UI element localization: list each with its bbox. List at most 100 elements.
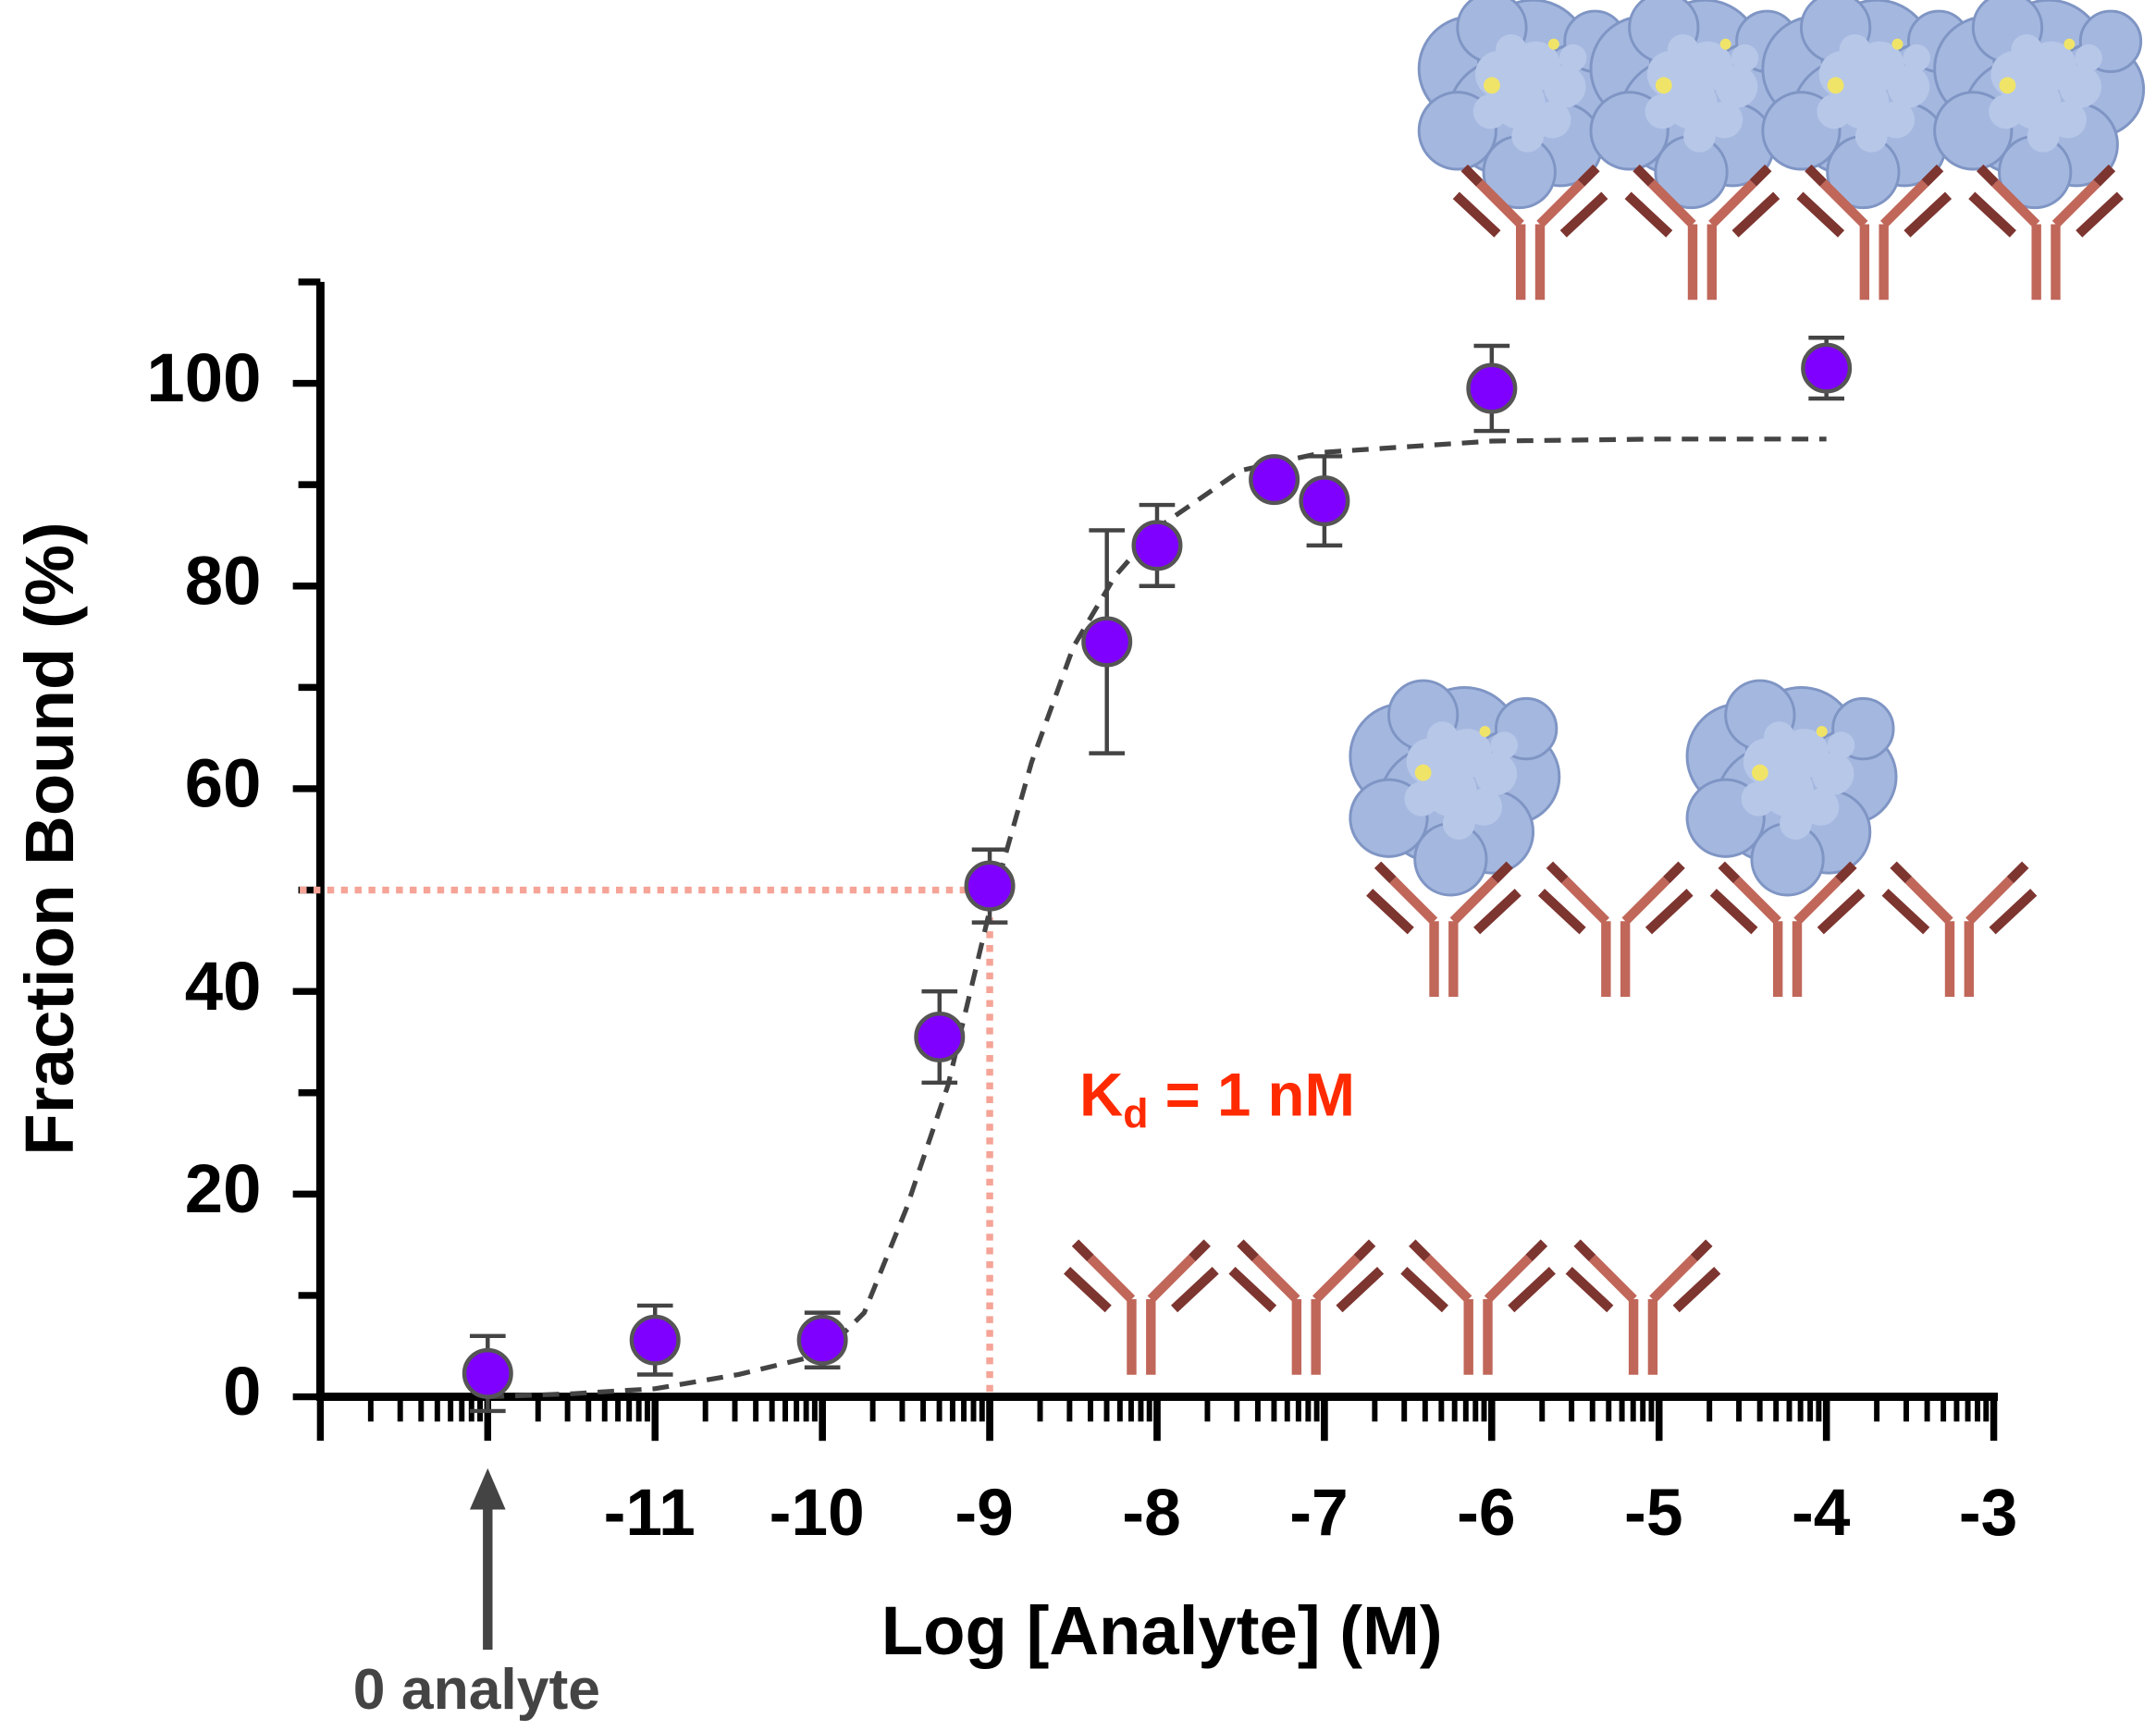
- antibody-arm-tip: [1573, 1239, 1596, 1262]
- antibody-light-chain: [1171, 1267, 1219, 1313]
- fit-curve: [487, 436, 1827, 1400]
- zero-label: 0 analyte: [353, 1657, 600, 1722]
- protein-texture: [1442, 807, 1475, 841]
- data-point: [1081, 616, 1133, 668]
- antibody-arm-tip: [1977, 164, 1999, 187]
- protein-texture: [1903, 43, 1931, 72]
- protein-texture: [1474, 753, 1518, 795]
- protein-texture: [1731, 43, 1759, 72]
- antibody-light-chain: [1473, 889, 1522, 935]
- protein-texture: [1839, 33, 1871, 66]
- protein-texture: [2049, 101, 2087, 139]
- protein-site: [1816, 726, 1828, 738]
- data-point: [1466, 362, 1518, 414]
- protein-texture: [2075, 43, 2102, 72]
- protein-texture: [1683, 119, 1716, 153]
- antibody-light-chain: [1817, 889, 1866, 935]
- kd-label-rest: = 1 nM: [1148, 1062, 1355, 1129]
- protein-texture: [1472, 93, 1509, 129]
- antibody-light-chain: [1624, 191, 1673, 238]
- protein-texture: [1811, 753, 1854, 795]
- data-point: [964, 860, 1016, 912]
- antibody-arm: [1965, 876, 2014, 925]
- antibody: [1709, 861, 1866, 997]
- protein-texture: [1827, 731, 1855, 759]
- illustrations: [1064, 0, 2146, 1375]
- antibody-arm: [1588, 1254, 1637, 1303]
- data-point: [1299, 475, 1350, 527]
- antibody-arm: [1087, 1254, 1136, 1303]
- antibody-arm: [1561, 876, 1610, 925]
- protein: [1417, 0, 1630, 210]
- antibody-arm-tip: [1690, 1239, 1713, 1262]
- zero-arrowhead: [469, 1467, 506, 1510]
- antibody-arm-tip: [1663, 861, 1685, 884]
- antibody-arm: [1647, 179, 1696, 228]
- x-tick-label: -8: [1122, 1476, 1180, 1550]
- antibody-arm-tip: [1577, 164, 1600, 187]
- antibody: [1624, 164, 1780, 301]
- protein-site: [1891, 38, 1903, 50]
- antibody-light-chain: [2076, 191, 2124, 238]
- antibody-arm: [1475, 179, 1524, 228]
- y-tick-label: 0: [223, 1353, 261, 1430]
- antibody-arm: [1879, 179, 1928, 228]
- antibody-arm-tip: [1071, 1239, 1094, 1262]
- x-tick-label: -5: [1624, 1476, 1682, 1550]
- protein-texture: [2059, 66, 2101, 108]
- antibody-arm-tip: [1834, 861, 1857, 884]
- x-tick-label: -10: [770, 1476, 865, 1550]
- data-point: [914, 1011, 966, 1062]
- antibody-arm: [1449, 876, 1498, 925]
- y-tick-label: 20: [185, 1150, 262, 1227]
- protein-texture: [1854, 119, 1888, 153]
- antibody-light-chain: [1968, 191, 2016, 238]
- antibody-arm: [1389, 876, 1438, 925]
- y-tick-label: 40: [185, 948, 262, 1025]
- x-tick-label: -7: [1289, 1476, 1348, 1550]
- antibody-arm-tip: [1460, 164, 1484, 187]
- protein-texture: [1802, 788, 1840, 826]
- antibody-arm-tip: [1718, 861, 1741, 884]
- protein-texture: [1706, 101, 1743, 139]
- antibody-arm: [1732, 876, 1781, 925]
- antibody: [1452, 164, 1608, 301]
- protein-site: [1414, 764, 1432, 781]
- protein-texture: [1426, 721, 1459, 753]
- antibody: [1228, 1239, 1385, 1375]
- antibody-arm-tip: [2093, 164, 2116, 187]
- y-tick-label: 60: [185, 745, 262, 822]
- protein-texture: [1511, 119, 1545, 153]
- protein-texture: [1558, 43, 1587, 72]
- protein-texture: [1887, 66, 1930, 108]
- protein: [1761, 0, 1974, 210]
- antibody: [1537, 861, 1694, 997]
- protein-site: [1484, 77, 1500, 94]
- antibody-arm-tip: [1805, 164, 1827, 187]
- data-point: [1801, 342, 1853, 394]
- y-tick-label: 80: [185, 542, 262, 619]
- data-point: [796, 1314, 848, 1366]
- antibody-arm-tip: [1374, 861, 1397, 884]
- antibody: [1400, 1239, 1556, 1375]
- x-tick-label: -11: [604, 1476, 696, 1550]
- antibody-arm-tip: [1353, 1239, 1376, 1262]
- antibody-light-chain: [1452, 191, 1501, 238]
- y-tick-label: 100: [146, 339, 261, 416]
- x-tick-label: -4: [1792, 1476, 1851, 1550]
- antibody-arm: [1904, 876, 1953, 925]
- protein-site: [1655, 77, 1672, 94]
- antibody-light-chain: [1645, 889, 1694, 935]
- antibody: [1881, 861, 2038, 997]
- protein: [1349, 679, 1561, 897]
- antibody-light-chain: [1709, 889, 1758, 935]
- antibody-arm-tip: [1525, 1239, 1548, 1262]
- protein-texture: [1877, 101, 1916, 139]
- data-point: [1131, 520, 1183, 571]
- protein-texture: [1763, 721, 1795, 753]
- protein: [1589, 0, 1802, 210]
- x-tick-label: -6: [1457, 1476, 1515, 1550]
- antibody-light-chain: [1903, 191, 1953, 238]
- antibody-arm-tip: [1632, 164, 1656, 187]
